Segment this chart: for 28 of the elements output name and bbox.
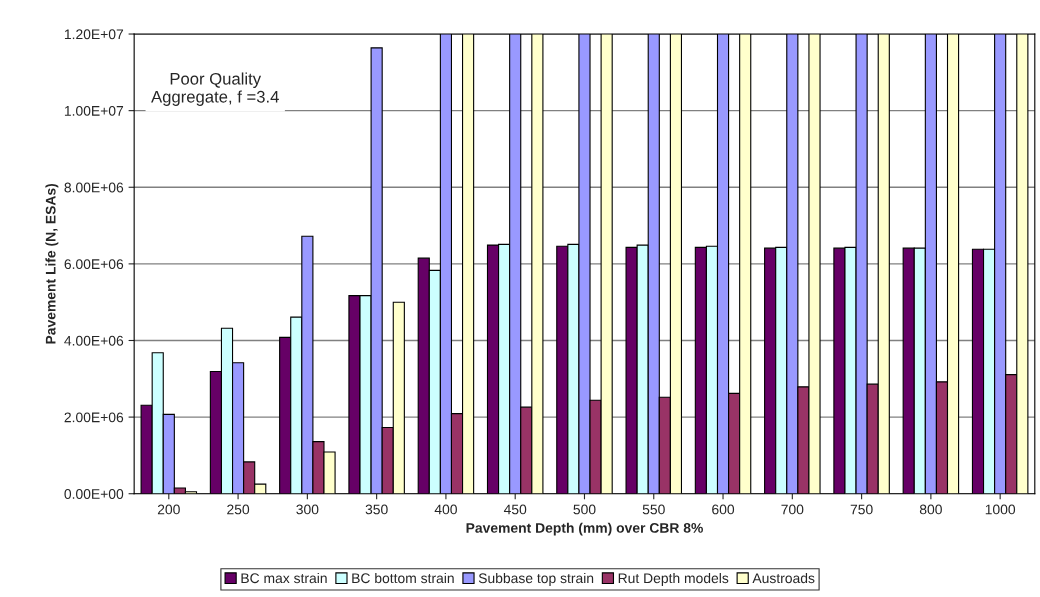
legend-label: BC bottom strain [352,572,454,584]
y-axis-title: Pavement Life (N, ESAs) [45,183,59,344]
x-tick-label: 300 [296,504,319,515]
legend-label: Rut Depth models [618,572,729,586]
y-tick-label: 1.20E+07 [64,29,124,40]
x-tick-label: 600 [712,504,735,515]
x-tick-label: 350 [365,504,388,515]
y-tick-label: 8.00E+06 [64,182,124,193]
y-tick-label: 6.00E+06 [64,259,124,270]
x-tick-label: 450 [503,504,527,515]
x-tick-label: 200 [157,504,180,515]
legend-label: Subbase top strain [478,572,594,586]
x-tick-label: 500 [573,504,596,515]
x-axis-title: Pavement Depth (mm) over CBR 8% [466,522,703,536]
y-tick-label: 4.00E+06 [64,335,124,346]
x-tick-label: 550 [642,504,665,515]
x-tick-label: 750 [850,504,873,515]
x-tick-label: 1000 [985,504,1016,515]
legend-label: Austroads [752,572,815,584]
x-tick-label: 400 [434,504,457,515]
y-tick-label: 2.00E+06 [64,412,124,423]
y-tick-label: 0.00E+00 [64,489,124,499]
x-tick-label: 700 [781,504,804,515]
x-tick-label: 250 [227,504,250,515]
x-tick-label: 800 [919,504,942,515]
annotation: Poor Quality Aggregate, f =3.4 [151,72,279,106]
y-tick-label: 1.00E+07 [64,105,124,116]
legend-label: BC max strain [241,572,327,584]
